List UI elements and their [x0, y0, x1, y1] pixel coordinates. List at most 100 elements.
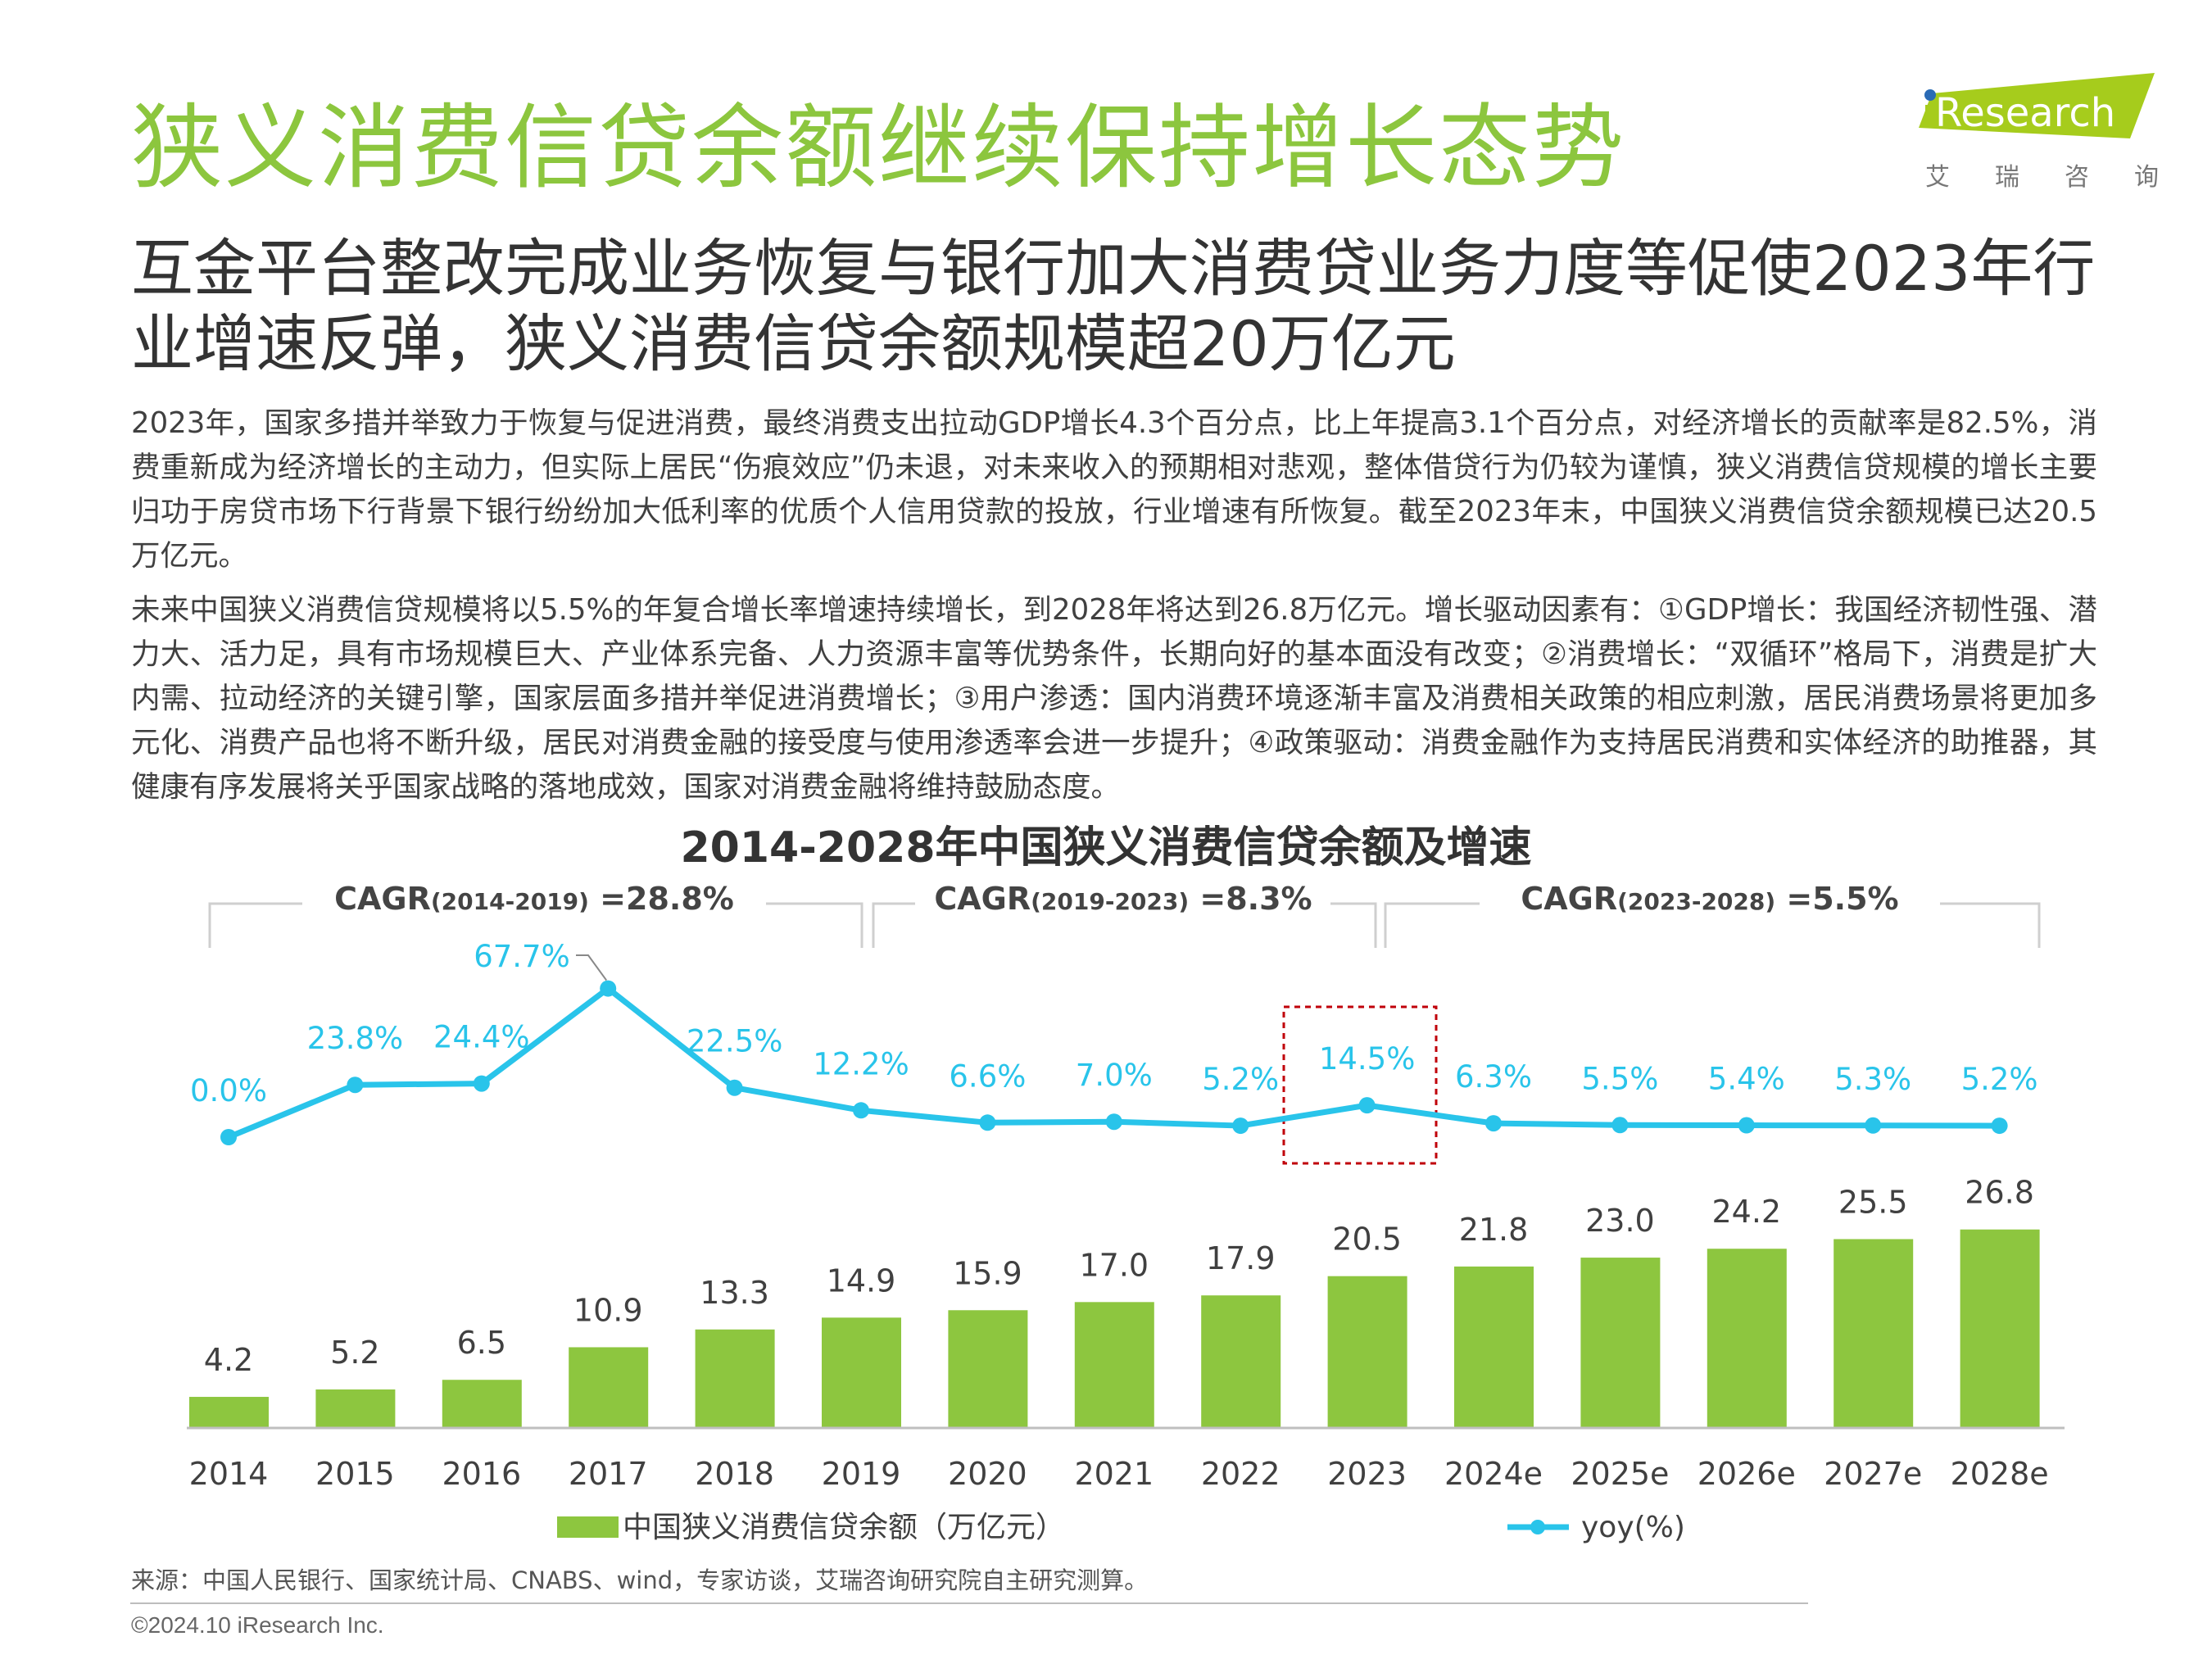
- yoy-label-2025e: 5.5%: [1581, 1061, 1658, 1096]
- bar-label-2021: 17.0: [1079, 1247, 1149, 1283]
- body-paragraph-2: 未来中国狭义消费信贷规模将以5.5%的年复合增长率增速持续增长，到2028年将达…: [131, 593, 2098, 804]
- cagr-value: =8.3%: [1189, 881, 1312, 917]
- x-tick-2025e: 2025e: [1571, 1456, 1669, 1492]
- x-tick-2014: 2014: [189, 1456, 269, 1492]
- yoy-label-2019: 12.2%: [813, 1046, 909, 1081]
- yoy-label-2018: 22.5%: [687, 1024, 783, 1059]
- x-tick-2017: 2017: [569, 1456, 648, 1492]
- yoy-point-2022: [1232, 1117, 1249, 1135]
- bar-label-2028e: 26.8: [1965, 1175, 2034, 1211]
- x-tick-2028e: 2028e: [1951, 1456, 2049, 1492]
- bar-2028e: [1960, 1229, 2040, 1428]
- bar-2023: [1327, 1276, 1407, 1428]
- yoy-point-2017: [600, 980, 617, 997]
- yoy-point-2020: [979, 1114, 996, 1131]
- yoy-label-2022: 5.2%: [1202, 1062, 1279, 1097]
- x-tick-2015: 2015: [315, 1456, 395, 1492]
- yoy-label-2016: 24.4%: [433, 1020, 530, 1055]
- cagr-label-2: CAGR(2019-2023) =8.3%: [934, 881, 1312, 917]
- legend-bar-swatch: [557, 1516, 619, 1538]
- leader-line: [576, 954, 608, 981]
- cagr-prefix: CAGR: [934, 881, 1031, 917]
- yoy-label-2026e: 5.4%: [1708, 1062, 1785, 1097]
- yoy-label-2020: 6.6%: [949, 1058, 1026, 1094]
- legend-line-label: yoy(%): [1581, 1511, 1685, 1544]
- bar-label-2015: 5.2: [330, 1335, 379, 1371]
- x-tick-2026e: 2026e: [1698, 1456, 1796, 1492]
- cagr-value: =5.5%: [1775, 881, 1898, 917]
- yoy-point-2016: [473, 1075, 490, 1092]
- highlight-box-2023: [1282, 1005, 1438, 1165]
- bar-2024e: [1454, 1266, 1534, 1428]
- cagr-prefix: CAGR: [1521, 881, 1617, 917]
- yoy-point-2014: [220, 1129, 237, 1145]
- bar-2020: [948, 1310, 1028, 1428]
- yoy-label-2017: 67.7%: [474, 939, 570, 974]
- cagr-period: (2023-2028): [1617, 888, 1775, 915]
- yoy-label-2023: 14.5%: [1319, 1041, 1416, 1077]
- bar-label-2014: 4.2: [204, 1342, 253, 1378]
- chart-title: 2014-2028年中国狭义消费信贷余额及增速: [680, 823, 1532, 873]
- yoy-label-2028e: 5.2%: [1961, 1062, 2038, 1097]
- bar-2027e: [1834, 1239, 1914, 1428]
- source-note: 来源：中国人民银行、国家统计局、CNABS、wind，专家访谈，艾瑞咨询研究院自…: [131, 1566, 1149, 1594]
- cagr-label-1: CAGR(2014-2019) =28.8%: [334, 881, 734, 917]
- yoy-label-2024e: 6.3%: [1455, 1059, 1532, 1095]
- bar-2019: [822, 1317, 901, 1428]
- yoy-point-2023: [1358, 1097, 1376, 1114]
- x-tick-2024e: 2024e: [1444, 1456, 1543, 1492]
- bar-label-2020: 15.9: [953, 1255, 1022, 1291]
- cagr-prefix: CAGR: [334, 881, 431, 917]
- copyright: ©2024.10 iResearch Inc.: [131, 1612, 384, 1638]
- bar-label-2017: 10.9: [573, 1292, 643, 1328]
- yoy-label-2014: 0.0%: [190, 1073, 267, 1108]
- bar-2014: [189, 1397, 269, 1428]
- legend: 中国狭义消费信贷余额（万亿元） yoy(%): [557, 1511, 1685, 1544]
- svg-text:询: 询: [2134, 163, 2159, 192]
- bar-label-2027e: 25.5: [1838, 1184, 1908, 1220]
- x-tick-2023: 2023: [1327, 1456, 1407, 1492]
- bar-label-2026e: 24.2: [1711, 1194, 1781, 1230]
- bar-label-2016: 6.5: [457, 1325, 506, 1361]
- yoy-label-2015: 23.8%: [307, 1021, 404, 1056]
- x-tick-2021: 2021: [1074, 1456, 1154, 1492]
- bar-label-2019: 14.9: [827, 1262, 896, 1299]
- bar-2022: [1201, 1295, 1281, 1428]
- bar-2016: [442, 1380, 522, 1428]
- page-subtitle: 互金平台整改完成业务恢复与银行加大消费贷业务力度等促使2023年行业增速反弹，狭…: [131, 232, 2096, 380]
- yoy-label-2021: 7.0%: [1076, 1058, 1153, 1093]
- x-tick-2018: 2018: [695, 1456, 774, 1492]
- bar-2018: [695, 1329, 775, 1428]
- bar-2025e: [1580, 1258, 1661, 1428]
- bar-label-2025e: 23.0: [1585, 1203, 1655, 1239]
- cagr-brackets: [208, 902, 2041, 948]
- body-paragraph-1: 2023年，国家多措并举致力于恢复与促进消费，最终消费支出拉动GDP增长4.3个…: [131, 406, 2097, 573]
- yoy-point-2027e: [1865, 1117, 1882, 1134]
- yoy-point-2026e: [1738, 1117, 1755, 1134]
- x-tick-2022: 2022: [1201, 1456, 1281, 1492]
- yoy-point-2024e: [1485, 1115, 1502, 1132]
- svg-text:咨: 咨: [2065, 163, 2089, 192]
- legend-line-marker: [1530, 1520, 1545, 1534]
- svg-text:瑞: 瑞: [1995, 163, 2019, 192]
- yoy-point-2025e: [1611, 1117, 1629, 1134]
- yoy-point-2028e: [1991, 1117, 2008, 1135]
- legend-bar-label: 中国狭义消费信贷余额（万亿元）: [623, 1511, 1065, 1544]
- bar-label-2022: 17.9: [1206, 1240, 1276, 1276]
- cagr-period: (2014-2019): [431, 888, 589, 915]
- yoy-point-2019: [853, 1102, 869, 1119]
- cagr-value: =28.8%: [589, 881, 734, 917]
- bar-label-2018: 13.3: [700, 1275, 769, 1311]
- bar-2015: [315, 1389, 396, 1428]
- yoy-point-2021: [1105, 1113, 1122, 1131]
- bar-2017: [569, 1347, 649, 1428]
- page-title: 狭义消费信贷余额继续保持增长态势: [131, 95, 1625, 202]
- svg-text:Research: Research: [1935, 90, 2115, 136]
- bar-2026e: [1707, 1249, 1787, 1428]
- footer-divider: [130, 1602, 1808, 1604]
- x-tick-2020: 2020: [948, 1456, 1027, 1492]
- svg-text:艾: 艾: [1925, 163, 1950, 192]
- yoy-label-2027e: 5.3%: [1834, 1062, 1911, 1097]
- bar-label-2023: 20.5: [1332, 1222, 1402, 1258]
